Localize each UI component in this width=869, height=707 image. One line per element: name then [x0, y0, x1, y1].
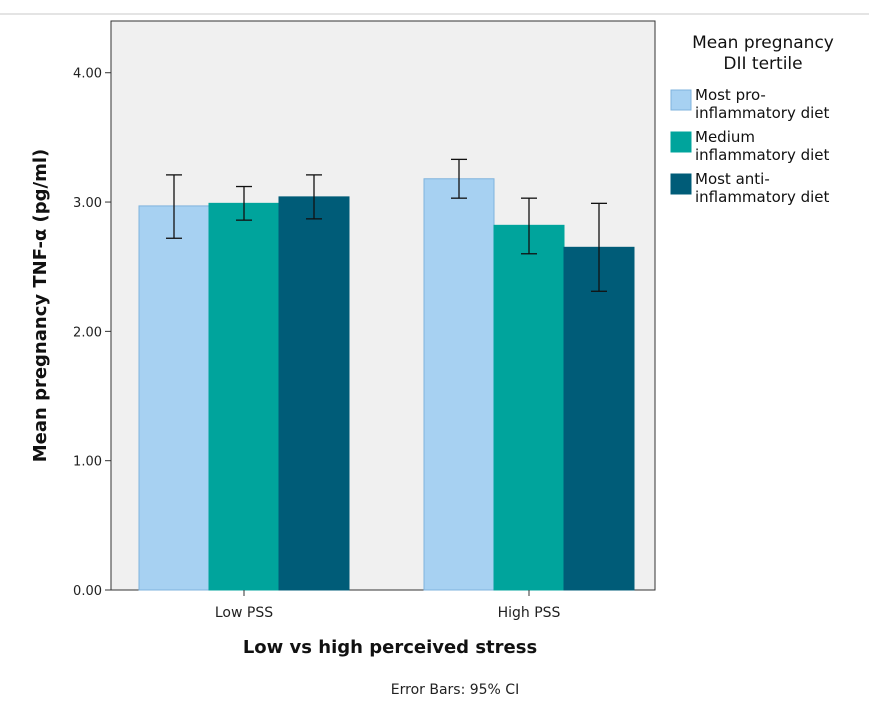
legend-label: Most anti-	[695, 170, 770, 188]
y-tick-label: 2.00	[73, 325, 102, 340]
y-tick-label: 3.00	[73, 196, 102, 211]
y-axis-title: Mean pregnancy TNF-α (pg/ml)	[30, 149, 51, 463]
bar	[493, 224, 565, 591]
legend-label: Medium	[695, 128, 755, 146]
legend-label: Most pro-	[695, 86, 766, 104]
legend-swatch	[670, 173, 692, 195]
bar	[138, 205, 210, 591]
y-tick-label: 4.00	[73, 67, 102, 82]
x-tick-label: High PSS	[498, 605, 561, 621]
bar	[423, 178, 495, 591]
legend-swatch	[670, 89, 692, 111]
x-tick-label: Low PSS	[215, 605, 273, 621]
y-tick-label: 1.00	[73, 455, 102, 470]
bar	[563, 246, 635, 591]
x-axis: Low PSS High PSS	[215, 590, 561, 621]
legend-label: inflammatory diet	[695, 188, 830, 206]
legend-label: inflammatory diet	[695, 146, 830, 164]
bar	[278, 196, 350, 591]
y-axis: 0.00 1.00 2.00 3.00 4.00	[73, 67, 111, 599]
legend-title: Mean pregnancy	[692, 33, 834, 53]
bar	[208, 202, 280, 591]
error-bars	[166, 158, 607, 292]
y-tick-label: 0.00	[73, 584, 102, 599]
x-axis-title: Low vs high perceived stress	[243, 637, 537, 658]
legend-label: inflammatory diet	[695, 104, 830, 122]
legend-title: DII tertile	[723, 54, 802, 74]
error-bars-footnote: Error Bars: 95% CI	[391, 682, 519, 698]
legend-swatch	[670, 131, 692, 153]
